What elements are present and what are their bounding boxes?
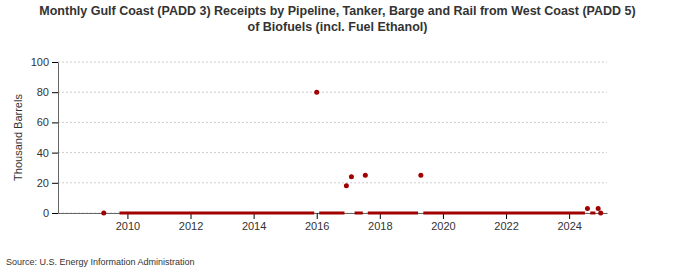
title-line: Monthly Gulf Coast (PADD 3) Receipts by … (39, 4, 635, 18)
y-tick-mark (52, 92, 58, 93)
point (596, 206, 601, 211)
y-tick-label: 80 (37, 86, 49, 98)
title: Monthly Gulf Coast (PADD 3) Receipts by … (39, 4, 635, 34)
axis-line (58, 63, 59, 214)
grid-line (58, 152, 607, 153)
x-tick-mark (317, 213, 318, 219)
x-tick: 2014 (242, 213, 266, 232)
x-tick: 2020 (431, 213, 455, 232)
title-line: of Biofuels (incl. Fuel Ethanol) (248, 20, 428, 34)
grid-line (58, 62, 607, 63)
y-tick-mark (52, 62, 58, 63)
x-tick: 2018 (368, 213, 392, 232)
y-tick-label: 40 (37, 147, 49, 159)
y-tick-mark (52, 213, 58, 214)
y-tick-mark (52, 153, 58, 154)
grid-line (58, 122, 607, 123)
y-tick: 80 (37, 86, 58, 98)
y-axis-title: Thousand Barrels (12, 94, 24, 181)
point (101, 211, 106, 216)
x-tick: 2016 (305, 213, 329, 232)
y-tick-label: 100 (31, 56, 49, 68)
y-tick-mark (52, 122, 58, 123)
y-tick: 60 (37, 116, 58, 128)
line-segment (423, 212, 585, 215)
y-tick: 0 (43, 207, 58, 219)
point (418, 173, 423, 178)
x-tick-label: 2024 (557, 220, 581, 232)
line-segment (368, 212, 418, 215)
source: Source: U.S. Energy Information Administ… (6, 257, 195, 267)
point (363, 173, 368, 178)
series (101, 90, 603, 216)
x-tick-label: 2022 (494, 220, 518, 232)
axis-line (59, 213, 608, 214)
y-tick: 20 (37, 177, 58, 189)
point (349, 174, 354, 179)
line-segment (319, 212, 344, 215)
chart: Monthly Gulf Coast (PADD 3) Receipts by … (0, 0, 675, 275)
x-tick-label: 2014 (242, 220, 266, 232)
point (344, 183, 349, 188)
y-tick-mark (52, 183, 58, 184)
y-tick: 100 (31, 56, 58, 68)
x-tick: 2022 (494, 213, 518, 232)
y-axis: 0 20 40 60 80 100 (31, 56, 59, 219)
x-tick: 2010 (116, 213, 140, 232)
x-tick-label: 2018 (368, 220, 392, 232)
x-axis: 2010 2012 2014 2016 2018 2020 2022 2024 (59, 213, 608, 232)
line-segment (590, 212, 595, 215)
y-tick: 40 (37, 147, 58, 159)
x-tick: 2012 (179, 213, 203, 232)
plot: 0 20 40 60 80 100 2010 2012 2014 2016 2018 2020 2022… (31, 56, 608, 232)
point (598, 211, 603, 216)
x-tick-label: 2012 (179, 220, 203, 232)
point (314, 90, 319, 95)
line-segment (355, 212, 363, 215)
grid-line (58, 182, 607, 183)
x-tick-label: 2010 (116, 220, 140, 232)
y-tick-label: 0 (43, 207, 49, 219)
grid-line (58, 213, 607, 214)
line-segment (120, 212, 315, 215)
grid (58, 62, 607, 213)
grid-line (58, 92, 607, 93)
y-tick-label: 20 (37, 177, 49, 189)
x-tick: 2024 (557, 213, 581, 232)
x-tick-label: 2016 (305, 220, 329, 232)
y-tick-label: 60 (37, 116, 49, 128)
x-tick-label: 2020 (431, 220, 455, 232)
point (585, 206, 590, 211)
